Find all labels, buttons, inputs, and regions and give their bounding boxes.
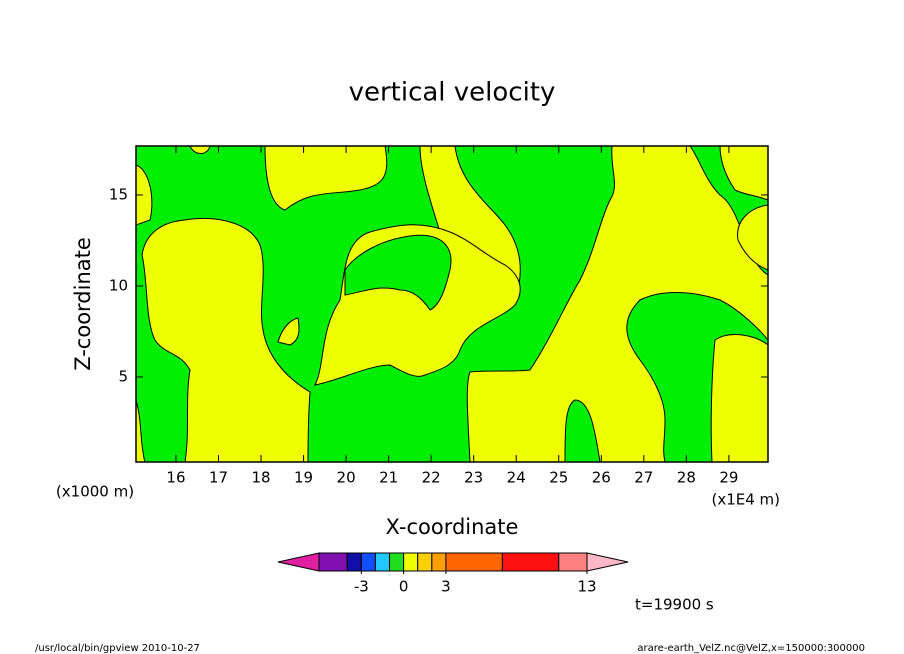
x-tick-label: 29 <box>719 469 738 487</box>
colorbar-segment <box>558 552 588 572</box>
x-tick-label: 18 <box>251 469 270 487</box>
colorbar-segment <box>445 552 503 572</box>
colorbar-segment <box>346 552 362 572</box>
x-tick-label: 20 <box>337 469 356 487</box>
chart-title: vertical velocity <box>349 78 556 108</box>
time-label: t=19900 s <box>635 596 714 614</box>
x-axis-label: X-coordinate <box>386 515 519 539</box>
x-tick-label: 26 <box>592 469 611 487</box>
colorbar-segment <box>403 552 419 572</box>
y-axis-label: Z-coordinate <box>71 237 95 371</box>
contour-region <box>719 146 768 201</box>
contour-region <box>264 146 388 211</box>
contour-region <box>136 164 153 226</box>
x-tick-label: 21 <box>379 469 398 487</box>
colorbar-tick-label: -3 <box>354 578 369 596</box>
contour-region <box>141 217 311 462</box>
colorbar-over <box>586 552 629 572</box>
contour-field <box>136 146 768 462</box>
x-tick-label: 17 <box>209 469 228 487</box>
colorbar-segment <box>389 552 405 572</box>
x-tick-label: 28 <box>677 469 696 487</box>
x-tick-label: 25 <box>549 469 568 487</box>
contour-region <box>710 334 768 462</box>
footer-left: /usr/local/bin/gpview 2010-10-27 <box>35 643 200 654</box>
y-tick-label: 15 <box>109 185 128 203</box>
colorbar-segment <box>360 552 376 572</box>
contour-region <box>136 399 146 462</box>
y-unit: (x1000 m) <box>56 483 134 501</box>
x-tick-label: 19 <box>294 469 313 487</box>
colorbar-segment <box>501 552 560 572</box>
colorbar-tick-label: 3 <box>441 578 451 596</box>
colorbar-segment <box>374 552 391 572</box>
colorbar-under <box>277 552 320 572</box>
plot-frame <box>135 145 769 463</box>
colorbar-tick-label: 0 <box>399 578 409 596</box>
x-unit: (x1E4 m) <box>711 491 780 509</box>
contour-region <box>344 234 452 311</box>
x-tick-label: 22 <box>422 469 441 487</box>
x-tick-label: 24 <box>507 469 526 487</box>
contour-region <box>737 204 768 271</box>
contour-region <box>277 317 300 346</box>
colorbar-segment <box>417 552 433 572</box>
colorbar-tick-label: 13 <box>577 578 596 596</box>
x-tick-label: 16 <box>166 469 185 487</box>
y-tick-label: 10 <box>109 276 128 294</box>
footer-right: arare-earth_VelZ.nc@VelZ,x=150000:300000 <box>637 643 865 654</box>
colorbar-segment <box>431 552 447 572</box>
x-tick-label: 23 <box>464 469 483 487</box>
x-tick-label: 27 <box>634 469 653 487</box>
y-tick-label: 5 <box>118 367 128 385</box>
colorbar-segment <box>318 552 348 572</box>
